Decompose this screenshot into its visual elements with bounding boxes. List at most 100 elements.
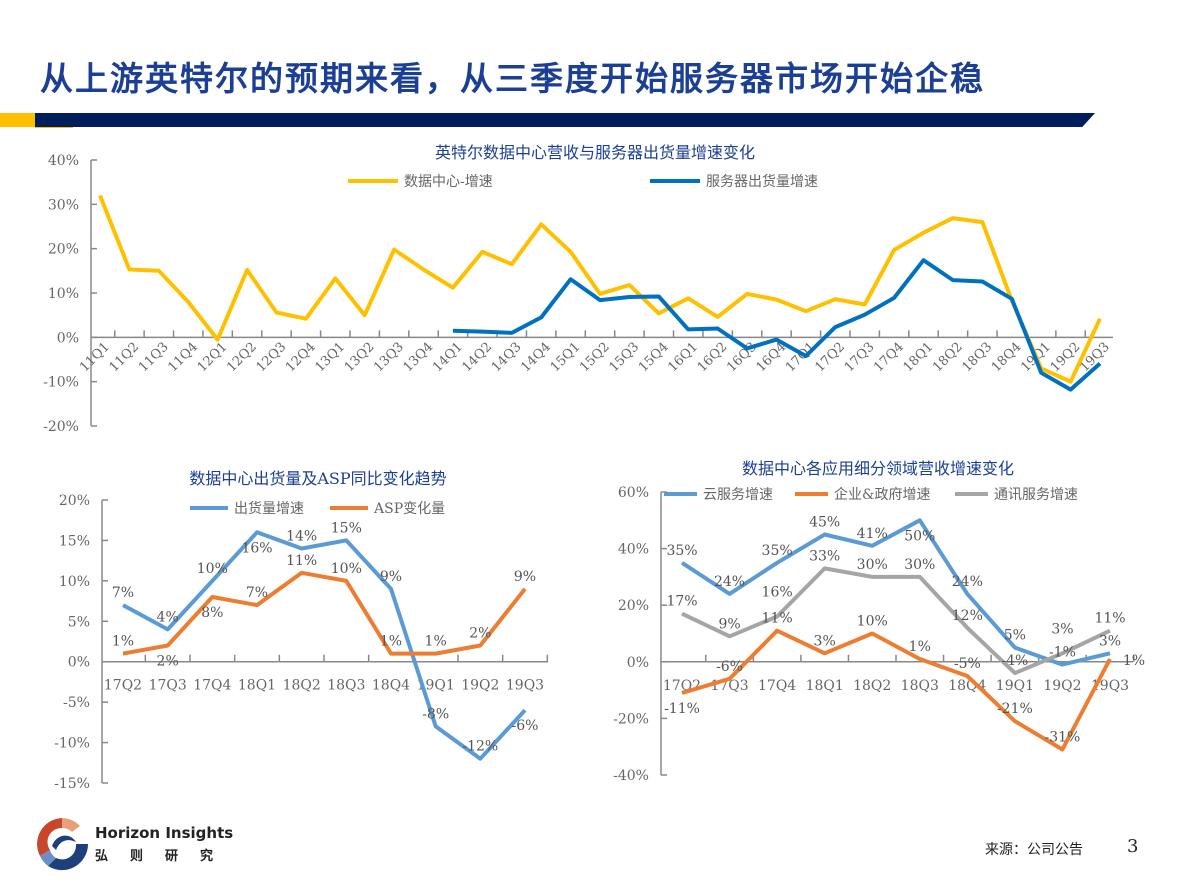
series-line-2 — [122, 570, 527, 656]
data-label: 9% — [514, 569, 536, 585]
x-tick-label: 18Q2 — [853, 678, 891, 694]
data-label: 17% — [666, 594, 697, 610]
data-label: 8% — [201, 605, 223, 621]
data-label: 35% — [666, 543, 697, 559]
data-label: 9% — [380, 569, 402, 585]
legend-label: 数据中心-增速 — [404, 174, 493, 190]
data-label: -12% — [462, 739, 498, 755]
data-label: 45% — [809, 514, 840, 530]
data-label: 3% — [814, 633, 836, 649]
y-tick-label: 20% — [618, 598, 649, 614]
chart-3: 数据中心各应用细分领域营收增速变化60%40%20%0%-20%-40%17Q2… — [613, 459, 1145, 784]
data-label: 15% — [331, 520, 362, 536]
x-tick-label: 18Q1 — [238, 678, 276, 694]
legend-label: 企业&政府增速 — [834, 486, 930, 503]
data-label: 11% — [762, 611, 793, 627]
x-tick-label: 18Q3 — [901, 678, 939, 694]
x-tick-label: 13Q2 — [342, 340, 378, 376]
x-tick-label: 14Q4 — [518, 340, 554, 376]
x-tick-label: 15Q3 — [607, 340, 643, 376]
logo-text-en: Horizon Insights — [95, 824, 234, 842]
x-tick-label: 15Q1 — [548, 340, 584, 376]
data-label: 11% — [286, 553, 317, 569]
x-tick-label: 18Q2 — [930, 340, 966, 376]
chart-1: 英特尔数据中心营收与服务器出货量增速变化 40% 30% 20% 10% 0% -10% -2… — [43, 143, 1113, 435]
horizon-insights-logo-icon — [37, 818, 89, 871]
data-label: 24% — [952, 574, 983, 590]
data-label: 1% — [425, 634, 447, 650]
x-tick-label: 16Q1 — [665, 340, 701, 376]
x-tick-label: 18Q2 — [283, 678, 321, 694]
series-line-1 — [122, 530, 527, 761]
data-label: 30% — [904, 557, 935, 573]
data-label: 3% — [1051, 621, 1073, 637]
source-note: 来源：公司公告 — [985, 842, 1083, 858]
x-tick-label: 19Q2 — [1043, 678, 1081, 694]
data-label: 5% — [1004, 628, 1026, 644]
x-tick-label: 14Q3 — [489, 340, 525, 376]
y-tick-label: -5% — [63, 695, 90, 711]
data-label: 10% — [857, 614, 888, 630]
data-label: 41% — [857, 526, 888, 542]
x-tick-label: 14Q1 — [430, 340, 466, 376]
x-tick-label: 16Q2 — [695, 340, 731, 376]
x-tick-label: 13Q1 — [312, 340, 348, 376]
y-tick-label: 10% — [59, 574, 90, 590]
x-tick-label: 18Q3 — [959, 340, 995, 376]
y-tick-label: -20% — [43, 419, 79, 435]
data-label: 10% — [197, 561, 228, 577]
y-tick-label: 0% — [57, 330, 79, 346]
x-tick-label: 13Q3 — [371, 340, 407, 376]
x-tick-label: 11Q2 — [107, 340, 143, 376]
x-tick-label: 12Q1 — [195, 340, 231, 376]
series-line-3 — [681, 566, 1111, 676]
chart-title: 数据中心各应用细分领域营收增速变化 — [742, 459, 1014, 478]
x-tick-label: 17Q4 — [193, 678, 231, 694]
y-tick-label: 40% — [48, 153, 79, 169]
x-tick-label: 14Q2 — [459, 340, 495, 376]
x-tick-label: 19Q1 — [417, 678, 455, 694]
page-number: 3 — [1127, 836, 1139, 857]
legend-label: ASP变化量 — [373, 501, 445, 517]
x-tick-label: 19Q3 — [1091, 678, 1129, 694]
data-label: -21% — [997, 701, 1033, 717]
data-label: -6% — [716, 659, 743, 675]
legend-label: 出货量增速 — [234, 500, 304, 517]
x-tick-label: 19Q2 — [461, 678, 499, 694]
x-tick-label: 17Q3 — [149, 678, 187, 694]
x-tick-label: 11Q4 — [165, 340, 201, 376]
y-tick-label: 20% — [48, 242, 79, 258]
legend-label: 云服务增速 — [703, 487, 773, 503]
data-label: 11% — [1094, 611, 1125, 627]
data-label: 9% — [718, 616, 740, 632]
x-tick-label: 17Q2 — [104, 678, 142, 694]
x-tick-label: 18Q1 — [901, 340, 937, 376]
series-line-1 — [680, 518, 1111, 667]
logo-text-cn: 弘则研究 — [95, 849, 236, 864]
data-label: 4% — [157, 609, 179, 625]
x-tick-label: 12Q4 — [283, 340, 319, 376]
y-tick-label: 40% — [618, 542, 649, 558]
data-label: -1% — [1049, 645, 1076, 661]
data-label: 14% — [286, 529, 317, 545]
chart-title: 数据中心出货量及ASP同比变化趋势 — [189, 469, 446, 488]
data-label: 1% — [1123, 653, 1145, 669]
series-line-2 — [452, 258, 1102, 392]
chart-2: 数据中心出货量及ASP同比变化趋势 20% 15% 10% 5% 0% -5% -10% -15… — [54, 469, 549, 792]
x-tick-label: 13Q4 — [401, 340, 437, 376]
data-label: -4% — [1001, 653, 1028, 669]
y-tick-label: 30% — [48, 197, 79, 213]
data-label: -6% — [512, 718, 539, 734]
y-tick-label: -40% — [613, 768, 649, 784]
x-tick-label: 11Q1 — [77, 340, 113, 376]
y-tick-label: 15% — [59, 533, 90, 549]
y-tick-label: -10% — [43, 375, 79, 391]
x-tick-label: 15Q4 — [636, 340, 672, 376]
data-label: -11% — [664, 701, 700, 717]
series-line-1 — [98, 194, 1102, 384]
data-label: -5% — [954, 656, 981, 672]
data-label: 33% — [809, 548, 840, 564]
x-tick-label: 11Q3 — [136, 340, 172, 376]
data-label: 16% — [241, 540, 272, 556]
